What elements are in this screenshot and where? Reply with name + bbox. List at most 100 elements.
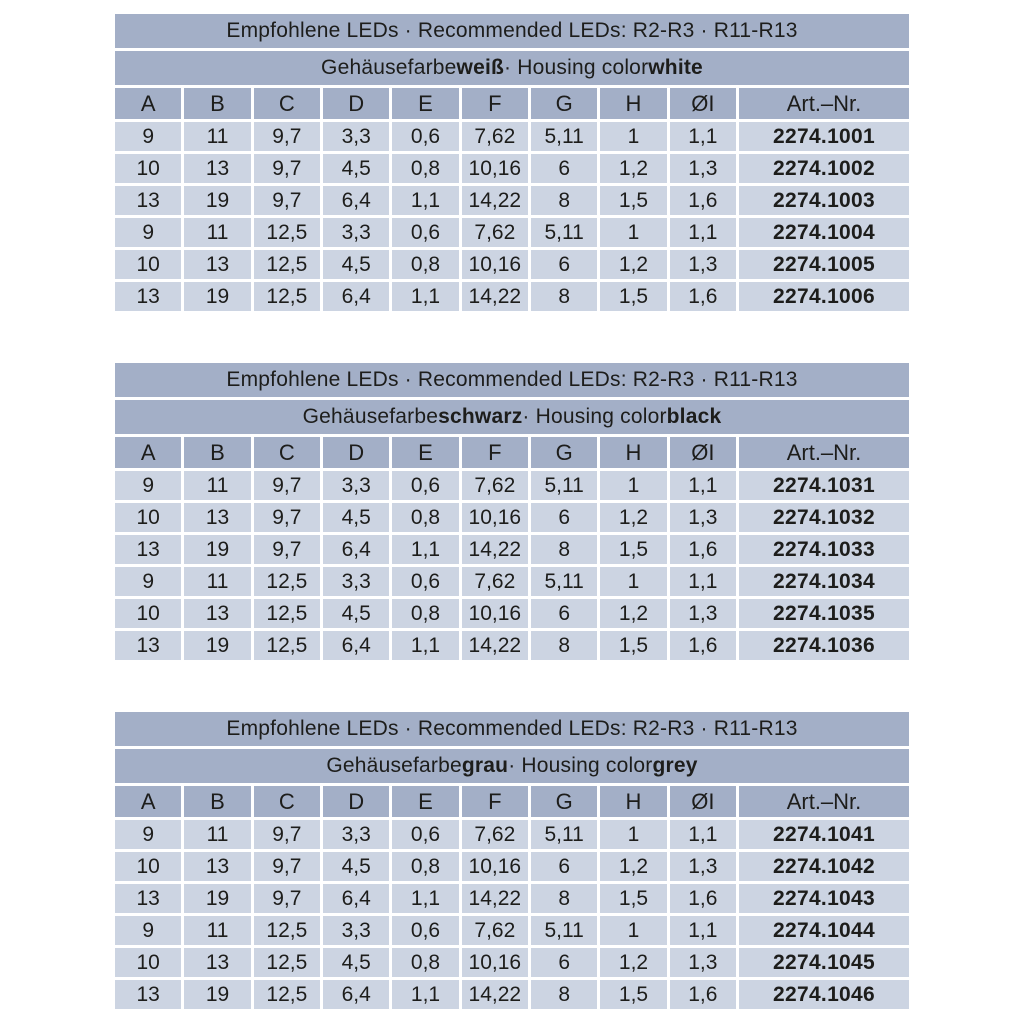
data-cell: 4,5 (323, 250, 390, 279)
data-cell: 19 (184, 535, 251, 564)
data-cell: 14,22 (461, 884, 528, 913)
data-cell: 13 (115, 282, 182, 311)
subtitle-color-de: weiß (456, 56, 505, 79)
data-cell: 1,6 (669, 631, 736, 660)
table-title: Empfohlene LEDs · Recommended LEDs: R2-R… (115, 712, 909, 746)
table-subtitle: Gehäusefarbe schwarz · Housing color bla… (115, 400, 909, 434)
data-cell: 6 (531, 599, 598, 628)
data-cell: 5,11 (531, 916, 598, 945)
data-cell: 19 (184, 884, 251, 913)
data-cell: 1,5 (600, 980, 667, 1009)
subtitle-middle: · Housing color (508, 754, 653, 777)
subtitle-color-en: black (666, 405, 722, 428)
column-header: G (531, 437, 598, 468)
data-cell: 8 (531, 186, 598, 215)
subtitle-middle: · Housing color (504, 56, 649, 79)
data-cell: 13 (115, 631, 182, 660)
data-cell: 0,6 (392, 916, 459, 945)
data-cell: 9,7 (253, 852, 320, 881)
data-cell: 13 (115, 535, 182, 564)
data-cell: 12,5 (253, 218, 320, 247)
data-cell: 5,11 (531, 471, 598, 500)
data-cell: 10 (115, 503, 182, 532)
data-cell: 1,1 (392, 186, 459, 215)
data-cell: 1,1 (669, 471, 736, 500)
data-cell: 1,3 (669, 599, 736, 628)
data-cell: 1,5 (600, 282, 667, 311)
data-cell: 12,5 (253, 631, 320, 660)
artnr-cell: 2274.1005 (739, 250, 909, 279)
data-cell: 19 (184, 186, 251, 215)
data-cell: 9,7 (253, 122, 320, 151)
column-header: F (461, 786, 528, 817)
data-cell: 19 (184, 980, 251, 1009)
data-cell: 5,11 (531, 122, 598, 151)
data-cell: 10 (115, 250, 182, 279)
artnr-cell: 2274.1042 (739, 852, 909, 881)
data-cell: 9,7 (253, 503, 320, 532)
data-cell: 4,5 (323, 599, 390, 628)
data-cell: 11 (184, 122, 251, 151)
data-cell: 12,5 (253, 980, 320, 1009)
data-cell: 0,8 (392, 250, 459, 279)
data-cell: 9,7 (253, 186, 320, 215)
data-cell: 1,1 (669, 218, 736, 247)
data-cell: 4,5 (323, 948, 390, 977)
data-cell: 10 (115, 154, 182, 183)
data-cell: 6,4 (323, 282, 390, 311)
column-header: D (323, 786, 390, 817)
data-cell: 10 (115, 948, 182, 977)
column-header: C (253, 88, 320, 119)
data-cell: 14,22 (461, 535, 528, 564)
data-cell: 1 (600, 122, 667, 151)
data-cell: 9,7 (253, 820, 320, 849)
artnr-cell: 2274.1046 (739, 980, 909, 1009)
column-header: G (531, 88, 598, 119)
column-header: A (115, 786, 182, 817)
column-header: E (392, 88, 459, 119)
data-cell: 0,6 (392, 218, 459, 247)
data-cell: 1 (600, 567, 667, 596)
data-cell: 6 (531, 852, 598, 881)
column-header: C (253, 437, 320, 468)
data-cell: 1,6 (669, 535, 736, 564)
data-cell: 11 (184, 567, 251, 596)
data-cell: 1,5 (600, 186, 667, 215)
data-cell: 1,2 (600, 250, 667, 279)
data-cell: 1,2 (600, 154, 667, 183)
data-cell: 8 (531, 980, 598, 1009)
data-cell: 1,3 (669, 503, 736, 532)
artnr-cell: 2274.1003 (739, 186, 909, 215)
artnr-cell: 2274.1045 (739, 948, 909, 977)
data-cell: 4,5 (323, 852, 390, 881)
data-cell: 13 (115, 186, 182, 215)
data-cell: 14,22 (461, 980, 528, 1009)
column-header: B (184, 786, 251, 817)
column-header: H (600, 88, 667, 119)
subtitle-color-de: grau (461, 754, 509, 777)
data-cell: 6,4 (323, 980, 390, 1009)
column-header-row: A B C D E F G H ØI Art.–Nr. (115, 437, 909, 468)
data-cell: 9,7 (253, 154, 320, 183)
column-header: Art.–Nr. (739, 88, 909, 119)
led-table-black: Empfohlene LEDs · Recommended LEDs: R2-R… (115, 363, 909, 660)
column-header: F (461, 437, 528, 468)
data-cell: 1,1 (669, 820, 736, 849)
column-header: E (392, 437, 459, 468)
table-body: 9 11 9,7 3,3 0,6 7,62 5,11 1 1,1 2274.1001 10 13 9,7… (115, 122, 909, 311)
table-title: Empfohlene LEDs · Recommended LEDs: R2-R… (115, 363, 909, 397)
data-cell: 6 (531, 250, 598, 279)
artnr-cell: 2274.1035 (739, 599, 909, 628)
data-cell: 7,62 (461, 218, 528, 247)
data-cell: 13 (115, 884, 182, 913)
data-cell: 8 (531, 884, 598, 913)
data-cell: 13 (115, 980, 182, 1009)
data-cell: 13 (184, 154, 251, 183)
data-cell: 1 (600, 916, 667, 945)
data-cell: 3,3 (323, 567, 390, 596)
data-cell: 1,1 (669, 916, 736, 945)
artnr-cell: 2274.1044 (739, 916, 909, 945)
data-cell: 3,3 (323, 218, 390, 247)
artnr-cell: 2274.1006 (739, 282, 909, 311)
